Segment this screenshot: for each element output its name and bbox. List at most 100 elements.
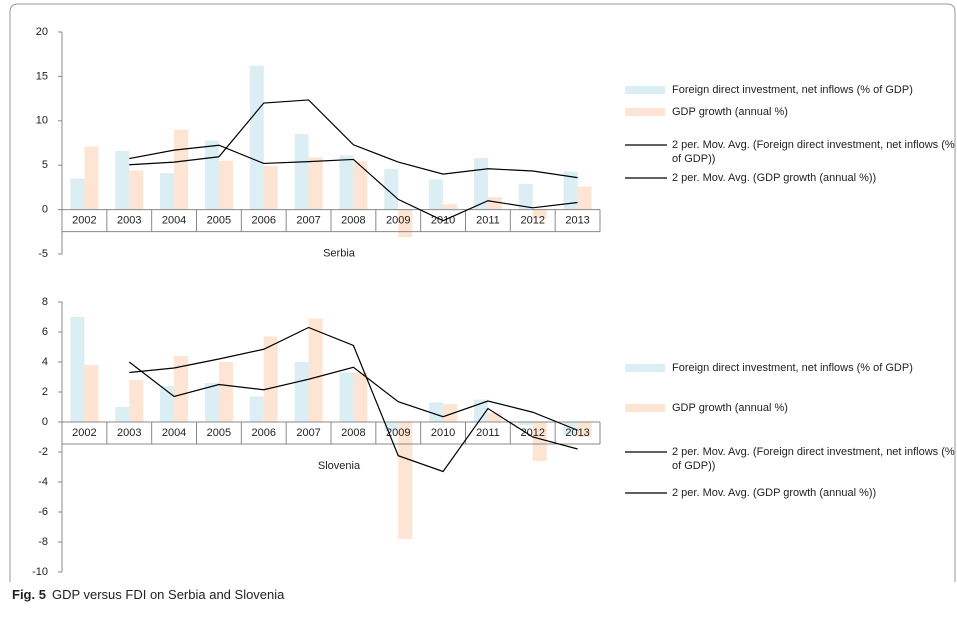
x-tick-label: 2004 [162,427,186,439]
bar [487,413,502,422]
legend-label: 2 per. Mov. Avg. (Foreign direct investm… [672,446,955,472]
x-tick-label: 2011 [476,215,500,227]
moving-average-line [129,99,578,179]
x-tick-label: 2006 [252,427,276,439]
x-tick-label: 2012 [521,215,545,227]
y-tick-label: 20 [36,26,48,38]
bar [218,160,233,210]
x-tick-label: 2013 [565,215,589,227]
bar [384,422,399,431]
x-axis-label: Slovenia [318,460,361,472]
y-tick-label: 8 [42,296,48,308]
bar [339,155,354,210]
bar [339,372,354,422]
bar [115,407,130,422]
bar [204,383,219,422]
x-tick-label: 2005 [207,215,231,227]
x-tick-label: 2009 [386,427,410,439]
bar [249,65,264,210]
x-tick-label: 2002 [72,215,96,227]
bar [577,186,592,210]
x-axis-label: Serbia [323,248,356,260]
y-tick-label: -10 [32,566,48,578]
bar [563,171,578,210]
bar [70,317,85,422]
bar [532,209,547,219]
x-tick-label: 2005 [207,427,231,439]
bar [398,209,413,238]
figure-border [9,3,956,582]
y-tick-label: 6 [42,326,48,338]
y-tick-label: 0 [42,416,48,428]
caption-label: Fig. 5 [12,587,46,602]
caption-text: GDP versus FDI on Serbia and Slovenia [51,587,285,602]
bar [353,372,368,422]
bar [532,422,547,461]
y-tick-label: 2 [42,386,48,398]
x-tick-label: 2008 [341,215,365,227]
y-tick-label: 5 [42,159,48,171]
bar [443,204,458,210]
y-tick-label: -2 [38,446,48,458]
bar [174,356,189,422]
x-tick-label: 2013 [565,427,589,439]
bar [308,157,323,210]
bar [577,422,592,437]
x-tick-label: 2004 [162,215,186,227]
x-tick-label: 2008 [341,427,365,439]
x-tick-label: 2002 [72,427,96,439]
moving-average-line [129,144,578,222]
legend-label: Foreign direct investment, net inflows (… [672,84,913,96]
x-tick-label: 2012 [521,427,545,439]
legend-label: 2 per. Mov. Avg. (GDP growth (annual %)) [672,172,877,184]
bar [443,404,458,422]
bar [218,362,233,422]
bar [174,129,189,210]
legend-swatch [625,108,665,116]
y-tick-label: -6 [38,506,48,518]
bar [129,170,144,210]
bar [129,380,144,422]
x-tick-label: 2007 [296,215,320,227]
x-tick-label: 2007 [296,427,320,439]
legend-label: GDP growth (annual %) [672,106,788,118]
bar [160,386,175,422]
x-tick-label: 2009 [386,215,410,227]
legend-swatch [625,364,665,372]
bar [518,422,533,425]
legend-swatch [625,404,665,412]
x-tick-label: 2003 [117,427,141,439]
figure-caption: Fig. 5 GDP versus FDI on Serbia and Slove… [12,587,284,602]
bar [84,365,99,422]
bar [563,422,578,436]
bar [204,140,219,210]
y-tick-label: -4 [38,476,48,488]
bar [429,402,444,422]
bar [160,173,175,210]
x-tick-label: 2003 [117,215,141,227]
y-tick-label: -8 [38,536,48,548]
x-tick-label: 2011 [476,427,500,439]
legend-label: 2 per. Mov. Avg. (GDP growth (annual %)) [672,487,877,499]
legend-label: 2 per. Mov. Avg. (Foreign direct investm… [672,139,955,165]
bar [398,422,413,539]
bar [487,197,502,210]
bar [84,146,99,210]
bar [294,362,309,422]
y-tick-label: 15 [36,70,48,82]
bar [308,318,323,422]
moving-average-line [129,326,578,473]
x-tick-label: 2010 [431,427,455,439]
legend-swatch [625,86,665,94]
bar [384,168,399,210]
x-tick-label: 2006 [252,215,276,227]
bar [115,150,130,210]
y-tick-label: 0 [42,204,48,216]
bar [473,158,488,210]
y-tick-label: 10 [36,115,48,127]
legend-label: GDP growth (annual %) [672,402,788,414]
y-tick-label: -5 [38,248,48,260]
bar [429,179,444,210]
